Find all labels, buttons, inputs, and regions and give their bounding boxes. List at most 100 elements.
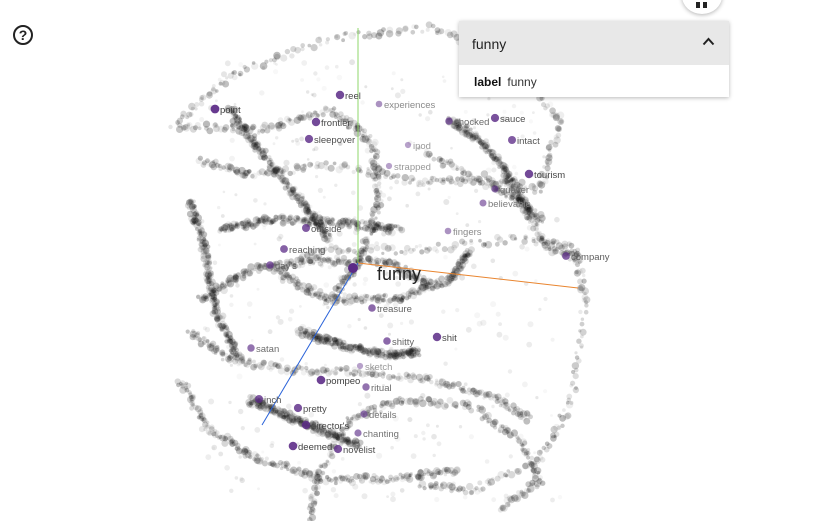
neighbor-point[interactable] bbox=[333, 444, 343, 454]
neighbor-point[interactable] bbox=[356, 362, 364, 370]
embedding-point bbox=[464, 252, 471, 258]
neighbor-point[interactable] bbox=[491, 185, 499, 193]
focus-point[interactable] bbox=[348, 263, 358, 273]
embedding-point bbox=[498, 189, 505, 197]
neighbor-label: day's bbox=[275, 261, 297, 272]
neighbor-point[interactable] bbox=[354, 429, 362, 437]
embedding-point bbox=[412, 398, 420, 406]
embedding-point bbox=[315, 293, 322, 300]
embedding-point bbox=[208, 281, 214, 287]
embedding-point bbox=[500, 504, 508, 512]
embedding-point bbox=[227, 355, 233, 361]
embedding-point bbox=[224, 162, 232, 170]
neighbor-point[interactable] bbox=[508, 136, 516, 144]
embedding-point bbox=[277, 117, 284, 124]
neighbor-point[interactable] bbox=[280, 245, 288, 253]
neighbor-point[interactable] bbox=[562, 252, 570, 260]
embedding-point bbox=[339, 433, 345, 439]
embedding-point bbox=[541, 241, 546, 246]
embedding-point bbox=[425, 471, 431, 477]
embedding-point bbox=[235, 272, 241, 278]
neighbor-point[interactable] bbox=[293, 403, 303, 413]
embedding-point bbox=[394, 296, 401, 303]
embedding-point bbox=[472, 487, 477, 492]
embedding-point bbox=[369, 371, 376, 378]
embedding-point bbox=[502, 398, 509, 405]
embedding-point bbox=[369, 232, 374, 236]
embedding-point bbox=[247, 219, 252, 224]
embedding-point bbox=[469, 387, 478, 395]
embedding-point bbox=[236, 447, 243, 455]
embedding-point bbox=[366, 33, 373, 40]
embedding-point bbox=[499, 504, 506, 511]
embedding-point bbox=[217, 125, 225, 133]
neighbor-point[interactable] bbox=[266, 261, 274, 269]
embedding-point bbox=[529, 483, 533, 487]
embedding-point bbox=[544, 246, 550, 252]
embedding-point bbox=[529, 119, 533, 123]
embedding-point bbox=[202, 120, 211, 128]
neighbor-point[interactable] bbox=[210, 104, 220, 114]
neighbor-point[interactable] bbox=[375, 100, 383, 108]
neighbor-point[interactable] bbox=[362, 383, 370, 391]
neighbor-label: ritual bbox=[371, 383, 392, 394]
neighbor-point[interactable] bbox=[432, 332, 442, 342]
embedding-point bbox=[420, 393, 426, 399]
embedding-point bbox=[351, 413, 360, 422]
embedding-point bbox=[392, 397, 400, 405]
help-icon[interactable]: ? bbox=[13, 25, 33, 45]
chevron-up-icon[interactable] bbox=[702, 37, 715, 46]
embedding-point bbox=[288, 118, 292, 122]
embedding-point bbox=[351, 248, 357, 254]
embedding-point bbox=[423, 284, 429, 291]
neighbor-point[interactable] bbox=[385, 162, 393, 170]
neighbor-point[interactable] bbox=[445, 117, 453, 125]
embedding-point bbox=[482, 396, 486, 400]
embedding-point bbox=[548, 139, 554, 145]
embedding-point bbox=[245, 221, 252, 228]
embedding-point bbox=[264, 59, 269, 64]
neighbor-point[interactable] bbox=[360, 410, 368, 418]
embedding-point bbox=[439, 162, 446, 169]
embedding-point bbox=[536, 478, 543, 485]
neighbor-point[interactable] bbox=[404, 141, 412, 149]
neighbor-point[interactable] bbox=[444, 227, 452, 235]
neighbor-point[interactable] bbox=[304, 134, 314, 144]
embedding-point bbox=[226, 344, 231, 349]
neighbor-point[interactable] bbox=[490, 113, 500, 123]
neighbor-point[interactable] bbox=[301, 420, 311, 430]
embedding-point bbox=[563, 413, 570, 421]
embedding-point bbox=[472, 389, 481, 398]
neighbor-point[interactable] bbox=[288, 441, 298, 451]
neighbor-point[interactable] bbox=[479, 199, 487, 207]
neighbor-point[interactable] bbox=[383, 337, 391, 345]
neighbor-point[interactable] bbox=[524, 169, 534, 179]
neighbor-point[interactable] bbox=[311, 117, 321, 127]
embedding-point bbox=[406, 270, 413, 277]
embedding-point bbox=[534, 231, 540, 237]
embedding-point bbox=[453, 466, 461, 474]
embedding-point bbox=[408, 319, 414, 325]
embedding-point bbox=[199, 412, 206, 420]
embedding-point bbox=[406, 397, 415, 406]
embedding-point bbox=[214, 162, 220, 168]
neighbor-point[interactable] bbox=[247, 344, 255, 352]
embedding-point bbox=[517, 470, 521, 474]
embedding-point bbox=[364, 240, 370, 247]
neighbor-point[interactable] bbox=[316, 375, 326, 385]
neighbor-point[interactable] bbox=[302, 224, 310, 232]
selection-panel-header[interactable]: funny bbox=[459, 21, 729, 65]
neighbor-point[interactable] bbox=[335, 90, 345, 100]
neighbor-label: novelist bbox=[343, 445, 376, 456]
embedding-point bbox=[351, 366, 358, 373]
embedding-point bbox=[343, 31, 349, 36]
embedding-point bbox=[502, 401, 511, 410]
neighbor-point[interactable] bbox=[368, 304, 376, 312]
embedding-point bbox=[284, 462, 291, 469]
embedding-point bbox=[335, 299, 341, 305]
embedding-point bbox=[322, 105, 329, 111]
embedding-point bbox=[449, 279, 454, 284]
embedding-point bbox=[566, 393, 573, 400]
neighbor-point[interactable] bbox=[255, 395, 263, 403]
